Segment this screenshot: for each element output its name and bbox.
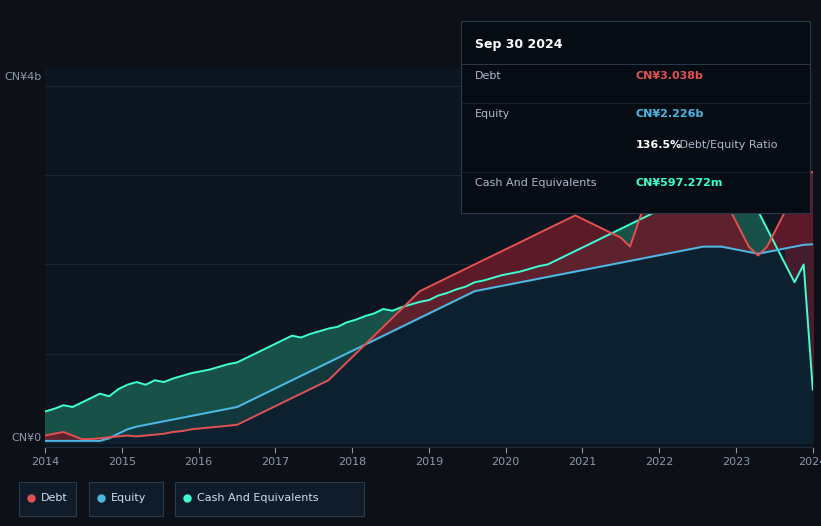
Text: CN¥3.038b: CN¥3.038b <box>636 71 704 81</box>
FancyBboxPatch shape <box>89 482 163 516</box>
Text: Equity: Equity <box>475 109 511 119</box>
Text: CN¥4b: CN¥4b <box>4 72 41 82</box>
FancyBboxPatch shape <box>19 482 76 516</box>
Text: Equity: Equity <box>111 493 146 503</box>
Text: Cash And Equivalents: Cash And Equivalents <box>475 178 597 188</box>
Text: Cash And Equivalents: Cash And Equivalents <box>197 493 319 503</box>
Text: CN¥597.272m: CN¥597.272m <box>636 178 723 188</box>
Text: Debt: Debt <box>475 71 502 81</box>
Text: CN¥0: CN¥0 <box>11 433 41 443</box>
Text: Debt: Debt <box>41 493 68 503</box>
Text: CN¥2.226b: CN¥2.226b <box>636 109 704 119</box>
FancyBboxPatch shape <box>175 482 364 516</box>
Text: Sep 30 2024: Sep 30 2024 <box>475 38 563 52</box>
Text: Debt/Equity Ratio: Debt/Equity Ratio <box>676 140 777 150</box>
Text: 136.5%: 136.5% <box>636 140 682 150</box>
